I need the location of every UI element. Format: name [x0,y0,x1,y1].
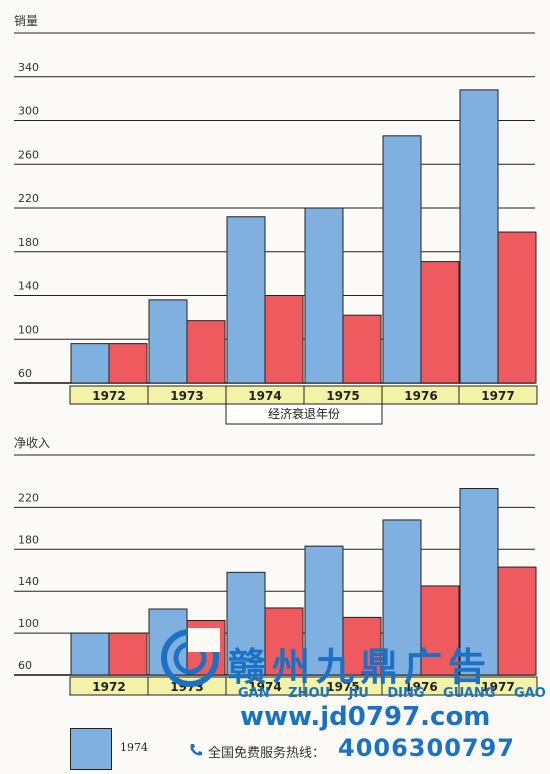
x-tick-label: 1976 [404,680,437,694]
y-tick-label: 100 [18,323,39,336]
bar [382,135,422,384]
bar [186,320,226,384]
y-tick-label: 220 [18,491,39,504]
watermark-pinyin: GAN ZHOU JIU DING GUANG GAO [238,686,546,701]
y-tick-label: 60 [18,659,32,672]
bar [108,343,148,384]
bar [226,571,266,676]
y-tick-label: 180 [18,236,39,249]
bar [342,314,382,384]
y-tick-label: 140 [18,575,39,588]
y-tick-label: 300 [18,105,39,118]
bar [459,89,499,384]
year-box [458,385,538,405]
bar [420,585,460,676]
legend-swatch [70,728,112,770]
y-tick-label: 220 [18,192,39,205]
x-tick-label: 1974 [248,680,281,694]
watermark-url: www.jd0797.com [240,702,491,732]
x-tick-label: 1976 [404,389,437,403]
bar [459,488,499,676]
x-tick-label: 1975 [326,389,359,403]
recession-annotation: 经济衰退年份 [268,406,340,421]
bar [497,566,537,676]
legend-label: 1974 [120,741,148,754]
bar [497,231,537,384]
bar [304,545,344,676]
y-tick-label: 140 [18,280,39,293]
x-tick-label: 1975 [326,680,359,694]
y-tick-label: 100 [18,617,39,630]
y-tick-label: 180 [18,533,39,546]
x-tick-label: 1977 [481,389,514,403]
bar [226,216,266,384]
y-tick-label: 340 [18,61,39,74]
phone-icon [190,744,202,756]
recession-annotation-box [225,403,383,425]
x-tick-label: 1972 [92,680,125,694]
bar [70,632,110,676]
bar [148,299,188,384]
bar [264,607,304,676]
watermark-logo-icon [161,628,220,687]
bar [420,261,460,384]
x-tick-label: 1977 [481,680,514,694]
x-tick-label: 1973 [170,389,203,403]
bar [304,207,344,384]
watermark-phone: 4006300797 [338,734,515,762]
chart-1-ylabel: 销量 [14,14,38,28]
x-tick-label: 1974 [248,389,281,403]
y-tick-label: 260 [18,148,39,161]
chart-2-ylabel: 净收入 [14,436,50,450]
year-box [458,676,538,696]
watermark-hotline-label: 全国免费服务热线： [208,746,326,761]
bar [264,295,304,384]
bar [382,519,422,676]
x-tick-label: 1972 [92,389,125,403]
bar [70,343,110,384]
watermark-name: 赣州九鼎广告 [228,645,493,689]
y-tick-label: 60 [18,367,32,380]
bar [108,632,148,676]
bar [342,616,382,676]
